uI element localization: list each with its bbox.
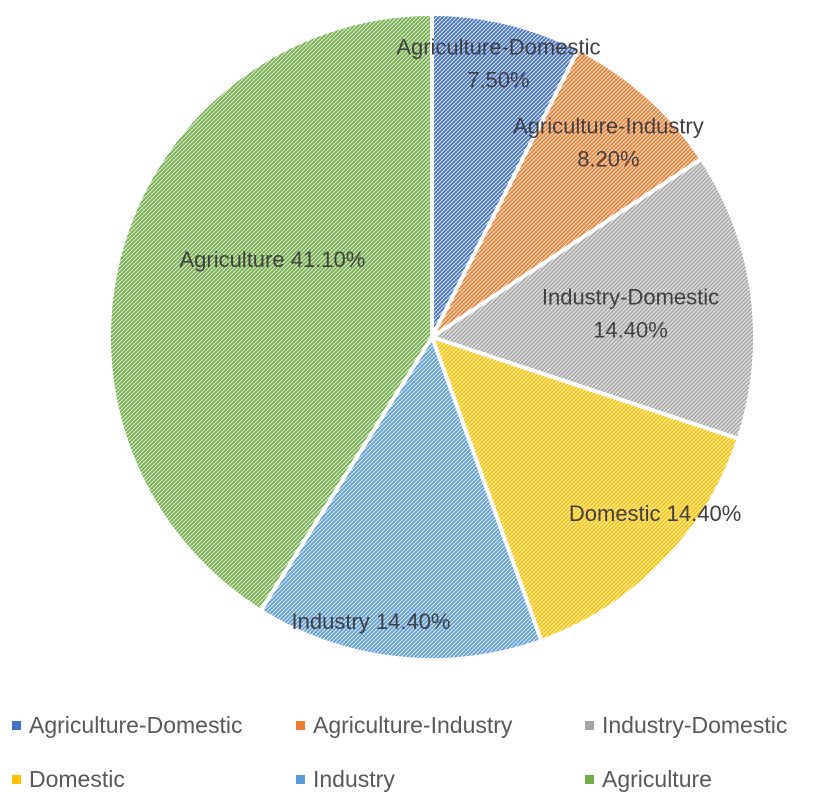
legend-item-agriculture: Agriculture [585,766,712,793]
legend-label: Industry-Domestic [602,712,788,738]
legend-item-agriculture-industry: Agriculture-Industry [296,712,512,739]
pie-slice-agriculture [106,12,434,613]
legend-label: Agriculture-Industry [313,712,513,738]
pie-slice-agriculture-industry [430,47,704,339]
legend-item-domestic: Domestic [12,766,125,793]
legend-swatch-agriculture-domestic [12,721,21,730]
legend-item-agriculture-domestic: Agriculture-Domestic [12,712,242,739]
legend-label: Agriculture [602,766,712,792]
data-label-category: Industry-Domestic [542,285,719,310]
data-label-value: 7.50% [467,68,529,93]
pie-slice-industry-domestic [430,156,757,441]
data-label-value: 8.20% [577,146,639,171]
legend-label: Agriculture-Domestic [29,712,243,738]
legend-item-industry-domestic: Industry-Domestic [585,712,787,739]
pie-slices [106,12,757,662]
data-label-agriculture-industry: Agriculture-Industry 8.20% [513,113,704,171]
data-label-industry: Industry 14.40% [292,609,451,634]
data-label-industry-domestic: Industry-Domestic 14.40% [542,285,719,343]
data-label-agriculture: Agriculture 41.10% [179,247,365,272]
data-label-category: Agriculture-Industry [513,113,704,138]
pie-slice-agriculture-domestic [430,12,581,339]
data-label-category: Agriculture-Domestic [396,35,600,60]
legend-swatch-agriculture [585,775,594,784]
pie-data-labels: Agriculture-Domestic 7.50% Agriculture-Ind… [179,35,741,635]
pie-chart-plot: Agriculture-Domestic 7.50% Agriculture-Ind… [106,12,757,662]
data-label-agriculture-domestic: Agriculture-Domestic 7.50% [396,35,600,93]
legend-swatch-industry [296,775,305,784]
legend-swatch-industry-domestic [585,721,594,730]
data-label-value: 14.40% [593,318,668,343]
pie-slice-domestic [430,335,741,643]
legend-label: Industry [313,766,395,792]
pie-slice-industry [258,335,544,662]
legend-label: Domestic [29,766,125,792]
legend-swatch-agriculture-industry [296,721,305,730]
data-label-domestic: Domestic 14.40% [569,501,741,526]
legend-item-industry: Industry [296,766,395,793]
chart-legend: Agriculture-Domestic Agriculture-Industry… [0,700,829,793]
legend-swatch-domestic [12,775,21,784]
